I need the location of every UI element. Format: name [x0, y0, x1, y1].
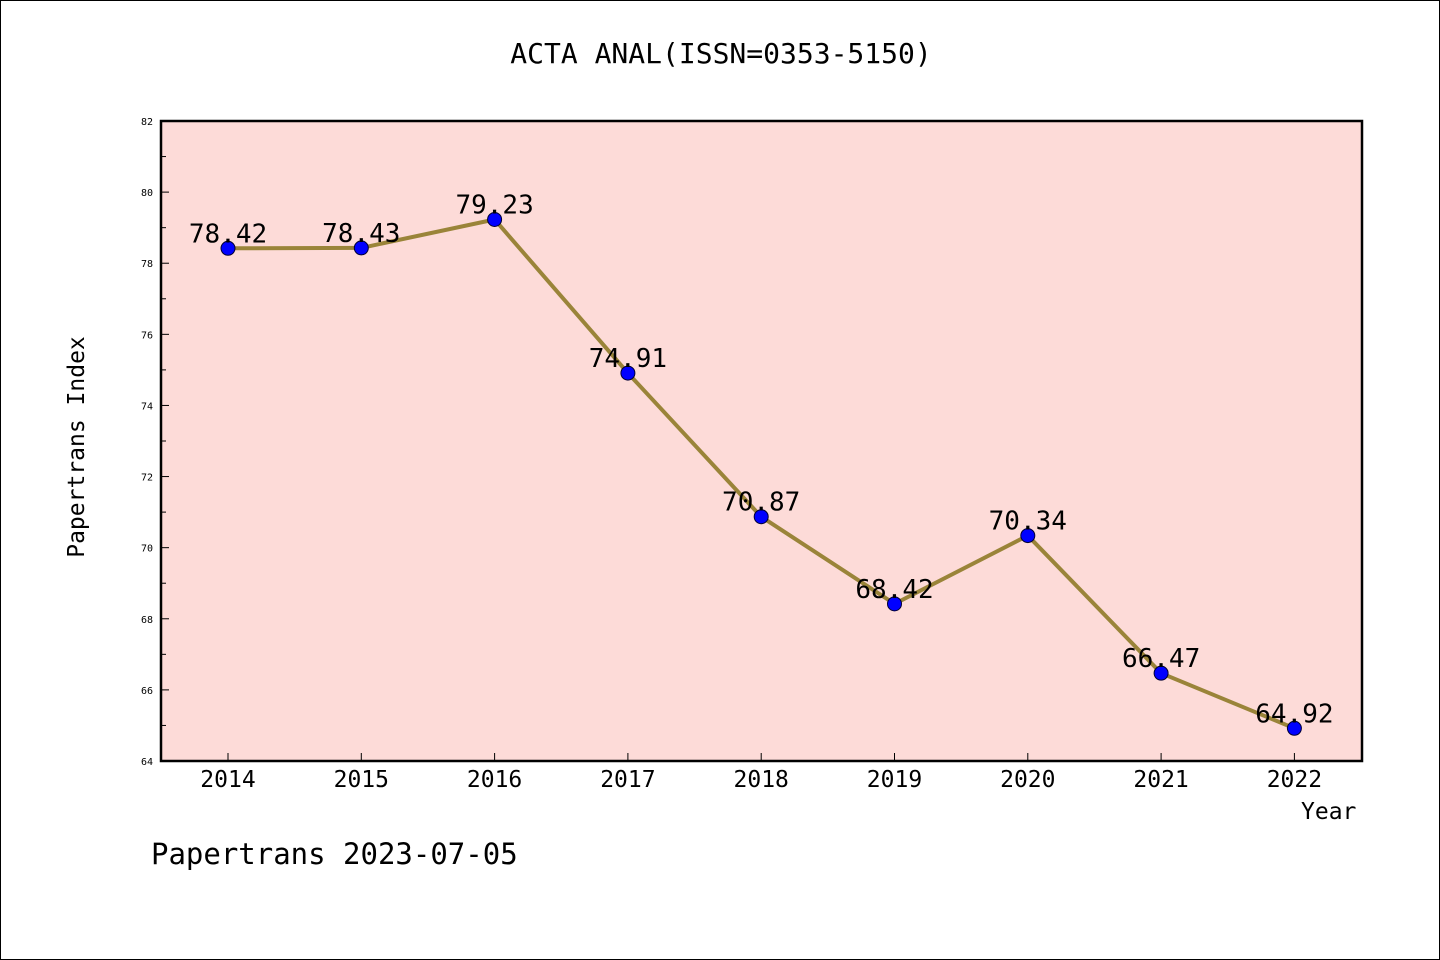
- x-tick-label: 2015: [334, 767, 389, 793]
- data-label: 66.47: [1122, 644, 1200, 674]
- data-label: 79.23: [455, 190, 533, 220]
- y-tick-label: 66: [141, 686, 153, 697]
- x-tick-label: 2019: [867, 767, 922, 793]
- y-tick-label: 72: [141, 473, 153, 484]
- x-axis-label: Year: [1301, 799, 1357, 825]
- data-point: [487, 211, 503, 227]
- y-tick-label: 74: [141, 401, 153, 412]
- y-tick-label: 82: [141, 117, 153, 128]
- data-point: [753, 509, 769, 525]
- footer-watermark: Papertrans 2023-07-05: [151, 837, 518, 871]
- y-tick-label: 78: [141, 259, 153, 270]
- x-tick-label: 2016: [467, 767, 522, 793]
- data-point: [1153, 665, 1169, 681]
- x-tick-label: 2021: [1133, 767, 1188, 793]
- y-tick-label: 80: [141, 188, 153, 199]
- data-label: 74.91: [589, 344, 667, 374]
- x-tick-label: 2014: [200, 767, 255, 793]
- x-tick-label: 2020: [1000, 767, 1055, 793]
- data-label: 68.42: [855, 575, 933, 605]
- y-tick-label: 64: [141, 757, 153, 768]
- data-point: [220, 240, 236, 256]
- y-tick-label: 70: [141, 544, 153, 555]
- x-tick-label: 2018: [734, 767, 789, 793]
- data-point: [887, 596, 902, 612]
- data-label: 78.43: [322, 219, 400, 249]
- data-label: 70.34: [989, 507, 1067, 537]
- chart-title: ACTA ANAL(ISSN=0353-5150): [510, 37, 932, 70]
- x-tick-label: 2022: [1267, 767, 1322, 793]
- plot-frame: [159, 119, 1364, 763]
- x-tick-label: 2017: [600, 767, 655, 793]
- data-point: [620, 365, 636, 381]
- data-label: 78.42: [189, 219, 267, 249]
- y-tick-label: 76: [141, 330, 153, 341]
- data-label: 64.92: [1255, 699, 1333, 729]
- plot-area: [161, 121, 1362, 761]
- y-tick-label: 68: [141, 615, 153, 626]
- data-point: [1286, 720, 1302, 736]
- data-point: [1020, 528, 1036, 544]
- data-point: [353, 240, 369, 256]
- data-label: 70.87: [722, 488, 800, 518]
